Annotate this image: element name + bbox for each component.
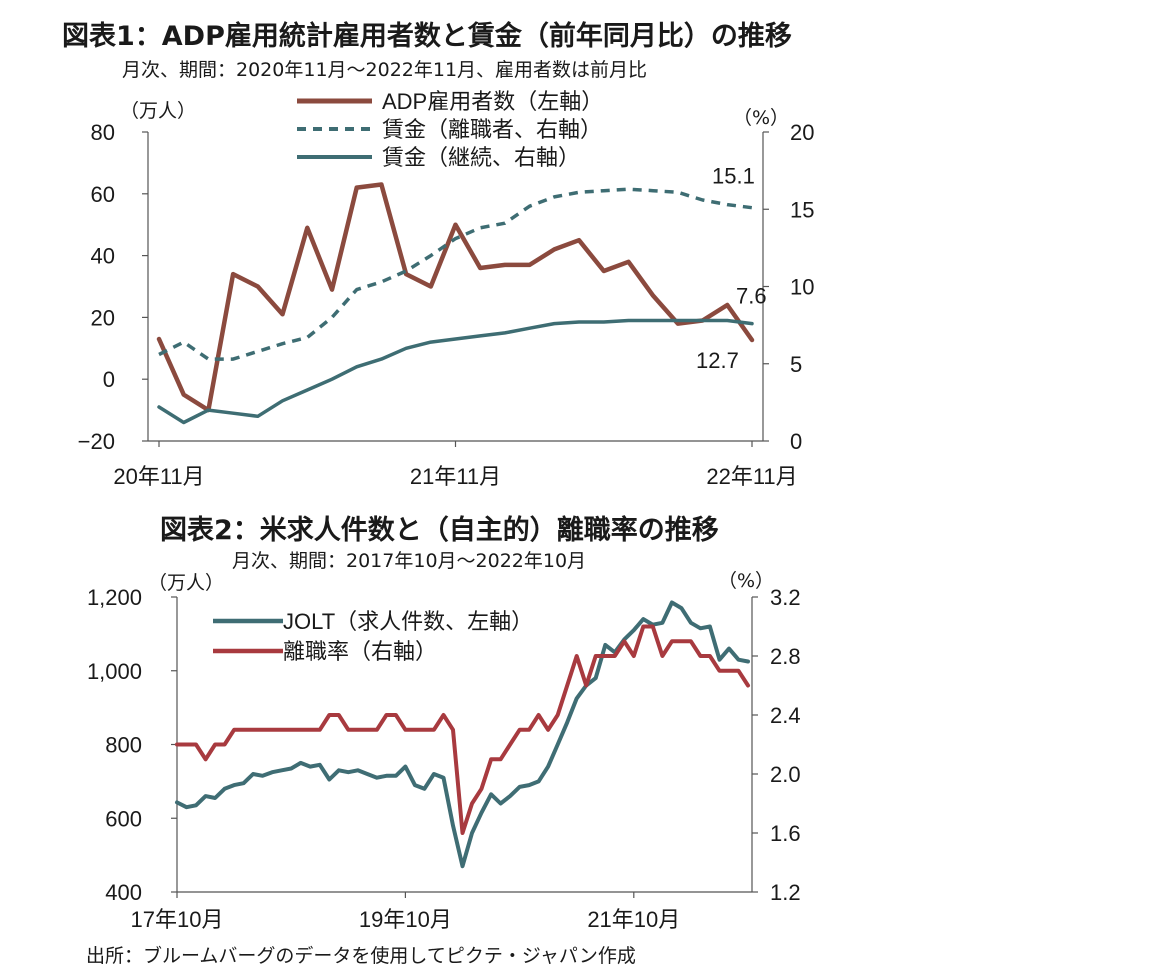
- chart1-left-unit: （万人）: [120, 100, 197, 122]
- chart1-data-label: 15.1: [712, 164, 755, 189]
- chart2-legend-label-2: 離職率（右軸）: [283, 639, 437, 664]
- chart2-x-tick-label: 19年10月: [359, 907, 452, 932]
- chart2-x-tick-label: 21年10月: [587, 907, 680, 932]
- chart2-right-unit: （%）: [718, 570, 775, 592]
- chart1-group: [142, 98, 769, 447]
- chart1-right-tick-label: 15: [790, 197, 814, 222]
- chart1-subtitle: 月次、期間：2020年11月～2022年11月、雇用者数は前月比: [122, 59, 648, 81]
- chart1-title: 図表1：ADP雇用統計雇用者数と賃金（前年同月比）の推移: [62, 21, 792, 52]
- chart1-left-tick-label: 0: [103, 367, 115, 392]
- chart1-x-tick-label: 20年11月: [113, 464, 204, 489]
- chart1-left-tick-label: 60: [91, 182, 115, 207]
- chart1-right-tick-label: 20: [790, 120, 814, 145]
- chart2-left-tick-label: 400: [105, 880, 142, 905]
- chart1-series-line-2: [158, 187, 753, 361]
- chart2-right-tick-label: 1.6: [770, 821, 801, 846]
- chart1-legend-label-2: 賃金（離職者、右軸）: [382, 117, 602, 142]
- chart2-left-tick-label: 1,200: [87, 585, 142, 610]
- chart2-x-tick-label: 17年10月: [131, 907, 224, 932]
- chart1-right-tick-label: 0: [790, 429, 802, 454]
- source-note: 出所：ブルームバーグのデータを使用してピクテ・ジャパン作成: [86, 945, 636, 967]
- chart1-data-label: 7.6: [736, 284, 767, 309]
- chart1-legend-label-1: ADP雇用者数（左軸）: [382, 89, 603, 114]
- chart1-right-tick-label: 5: [790, 352, 802, 377]
- chart2-title: 図表2：米求人件数と（自主的）離職率の推移: [160, 515, 719, 546]
- chart2-group: [171, 596, 758, 898]
- chart2-right-tick-label: 3.2: [770, 585, 801, 610]
- chart1-data-label: 12.7: [696, 348, 739, 373]
- chart2-legend-label-1: JOLT（求人件数、左軸）: [283, 609, 533, 634]
- chart1-right-tick-label: 10: [790, 275, 814, 300]
- chart2-left-tick-label: 1,000: [87, 659, 142, 684]
- chart1-left-tick-label: 40: [91, 244, 115, 269]
- chart2-right-tick-label: 1.2: [770, 880, 801, 905]
- chart1-left-tick-label: −20: [78, 429, 115, 454]
- chart2-right-tick-label: 2.8: [770, 644, 801, 669]
- chart2-left-tick-label: 800: [105, 733, 142, 758]
- chart2-series-line-2: [175, 624, 750, 835]
- chart2-left-tick-label: 600: [105, 806, 142, 831]
- chart1-series-line-1: [156, 182, 755, 413]
- chart2-left-unit: （万人）: [148, 572, 225, 594]
- chart1-legend-label-3: 賃金（継続、右軸）: [382, 145, 580, 170]
- chart1-left-tick-label: 20: [91, 305, 115, 330]
- chart2-right-tick-label: 2.4: [770, 703, 801, 728]
- chart1-left-tick-label: 80: [91, 120, 115, 145]
- chart1-x-tick-label: 21年11月: [410, 464, 501, 489]
- chart2-right-tick-label: 2.0: [770, 762, 801, 787]
- chart1-x-tick-label: 22年11月: [706, 464, 797, 489]
- chart2-subtitle: 月次、期間：2017年10月～2022年10月: [232, 550, 587, 572]
- chart1-series-line-3: [157, 318, 754, 425]
- chart1-right-unit: （%）: [733, 107, 790, 129]
